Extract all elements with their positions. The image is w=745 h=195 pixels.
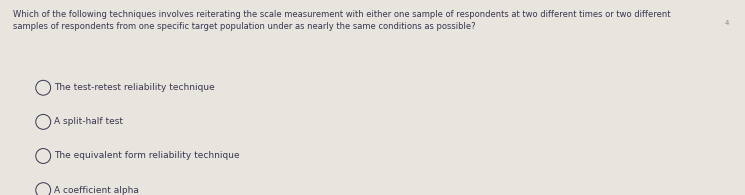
Text: The test-retest reliability technique: The test-retest reliability technique: [54, 83, 215, 92]
Text: 4: 4: [725, 20, 729, 26]
Text: The equivalent form reliability technique: The equivalent form reliability techniqu…: [54, 152, 239, 160]
Text: A coefficient alpha: A coefficient alpha: [54, 186, 139, 195]
Text: A split-half test: A split-half test: [54, 117, 123, 126]
Text: Which of the following techniques involves reiterating the scale measurement wit: Which of the following techniques involv…: [13, 10, 671, 31]
